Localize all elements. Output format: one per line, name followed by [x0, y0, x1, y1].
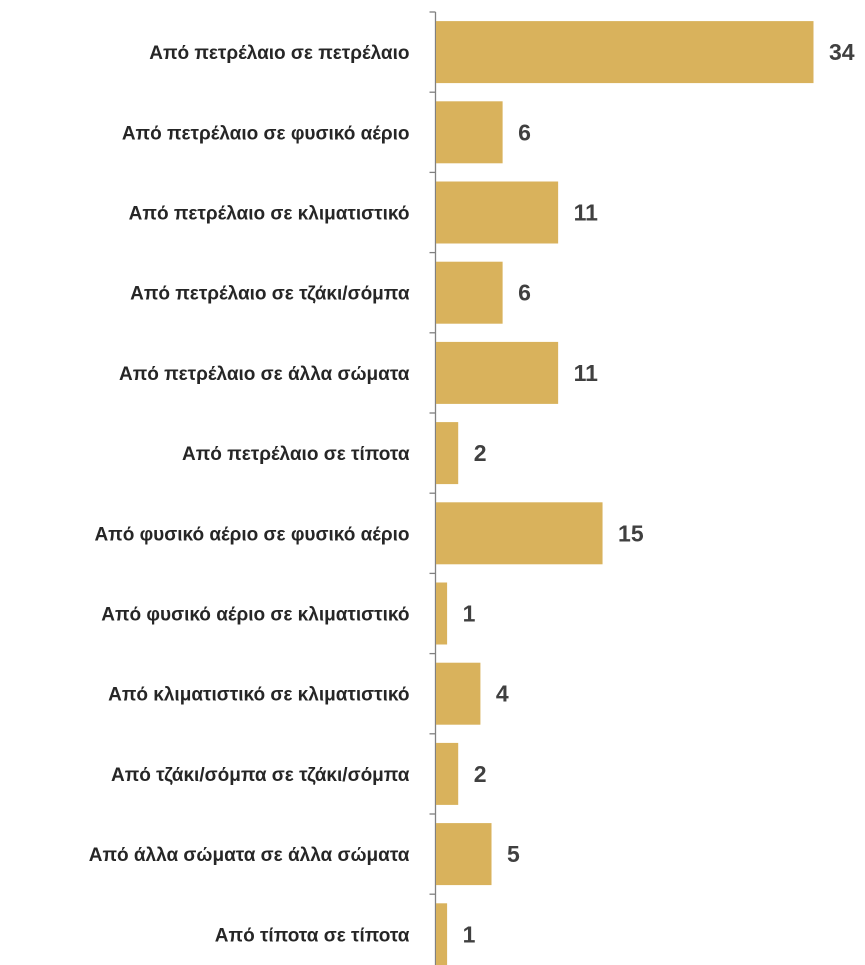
value-label: 6	[518, 280, 531, 306]
bar	[436, 422, 459, 485]
bar	[436, 181, 559, 244]
category-label: Από τζάκι/σόμπα σε τζάκι/σόμπα	[111, 765, 410, 786]
category-label: Από πετρέλαιο σε πετρέλαιο	[149, 43, 409, 64]
category-label: Από άλλα σώματα σε άλλα σώματα	[89, 845, 410, 866]
value-label: 11	[574, 360, 599, 386]
bar	[436, 662, 481, 725]
value-label: 1	[463, 921, 476, 947]
value-label: 5	[507, 841, 520, 867]
value-label: 6	[518, 119, 531, 145]
bar	[436, 101, 503, 164]
bar	[436, 502, 603, 565]
value-label: 11	[574, 200, 599, 226]
value-label: 2	[474, 761, 487, 787]
bar	[436, 823, 492, 886]
category-label: Από πετρέλαιο σε κλιματιστικό	[129, 204, 410, 225]
bar	[436, 261, 503, 324]
bar	[436, 21, 814, 84]
bar	[436, 742, 459, 805]
category-label: Από κλιματιστικό σε κλιματιστικό	[108, 685, 409, 706]
bar-layer	[436, 21, 814, 965]
category-label: Από πετρέλαιο σε άλλα σώματα	[119, 364, 410, 385]
value-label: 34	[829, 39, 855, 65]
value-label: 1	[463, 601, 476, 627]
category-label: Από πετρέλαιο σε τζάκι/σόμπα	[130, 284, 410, 305]
bar	[436, 341, 559, 404]
category-label: Από φυσικό αέριο σε φυσικό αέριο	[94, 524, 409, 545]
value-label: 4	[496, 681, 509, 707]
axis-layer	[429, 11, 437, 965]
label-layer: Από πετρέλαιο σε πετρέλαιο 34 Από πετρέλαι…	[89, 39, 855, 947]
category-label: Από φυσικό αέριο σε κλιματιστικό	[101, 605, 409, 626]
bar	[436, 903, 448, 965]
value-label: 15	[618, 520, 644, 546]
category-label: Από πετρέλαιο σε τίποτα	[182, 444, 410, 465]
value-label: 2	[474, 440, 487, 466]
bar	[436, 582, 448, 645]
category-label: Από πετρέλαιο σε φυσικό αέριο	[122, 123, 410, 144]
category-label: Από τίποτα σε τίποτα	[215, 925, 410, 946]
